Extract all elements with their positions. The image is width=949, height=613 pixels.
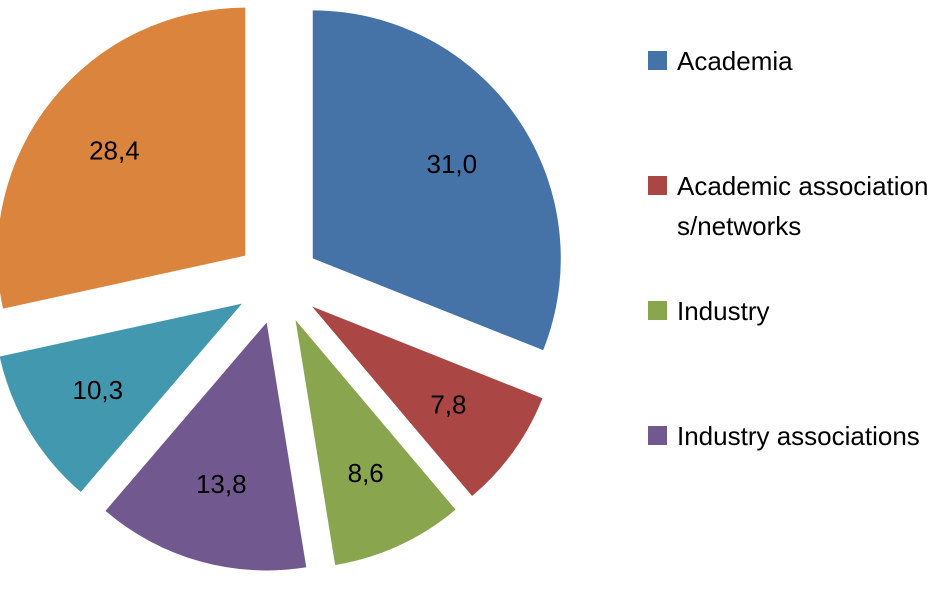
legend-label-academia: Academia <box>677 46 793 76</box>
slice-value-label-industry-associations: 13,8 <box>196 469 247 499</box>
legend-label-industry: Industry <box>677 296 770 326</box>
legend-item-academia: Academia <box>648 41 939 81</box>
slice-value-label-cyan: 10,3 <box>73 375 124 405</box>
slice-value-label-academia: 31,0 <box>426 149 477 179</box>
pie-slice-industry <box>295 320 456 565</box>
slice-value-label-academic-associations: 7,8 <box>430 390 466 420</box>
legend-item-industry-associations: Industry associations <box>648 416 939 456</box>
legend-swatch-industry-associations <box>648 426 667 445</box>
pie-slice-industry-associations <box>105 322 307 571</box>
pie-slice-orange <box>0 7 246 309</box>
legend-item-industry: Industry <box>648 291 939 331</box>
legend-swatch-academia <box>648 51 667 70</box>
legend-swatch-industry <box>648 301 667 320</box>
legend-item-academic-associations: Academic associations/networks <box>648 166 939 246</box>
slice-value-label-orange: 28,4 <box>89 135 140 165</box>
slice-value-label-industry: 8,6 <box>348 458 384 488</box>
pie-slice-academia <box>312 10 561 351</box>
legend-swatch-academic-associations <box>648 176 667 195</box>
chart-legend: Academia Academic associations/networks … <box>648 0 948 613</box>
pie-slice-labels: 31,0 7,8 8,6 13,8 10,3 28,4 <box>73 135 478 499</box>
pie-slices <box>0 7 561 571</box>
legend-label-academic-associations: Academic associations/networks <box>677 171 929 241</box>
legend-label-industry-associations: Industry associations <box>677 421 920 451</box>
pie-slice-cyan <box>0 303 242 493</box>
pie-slice-academic-associations <box>312 306 543 497</box>
